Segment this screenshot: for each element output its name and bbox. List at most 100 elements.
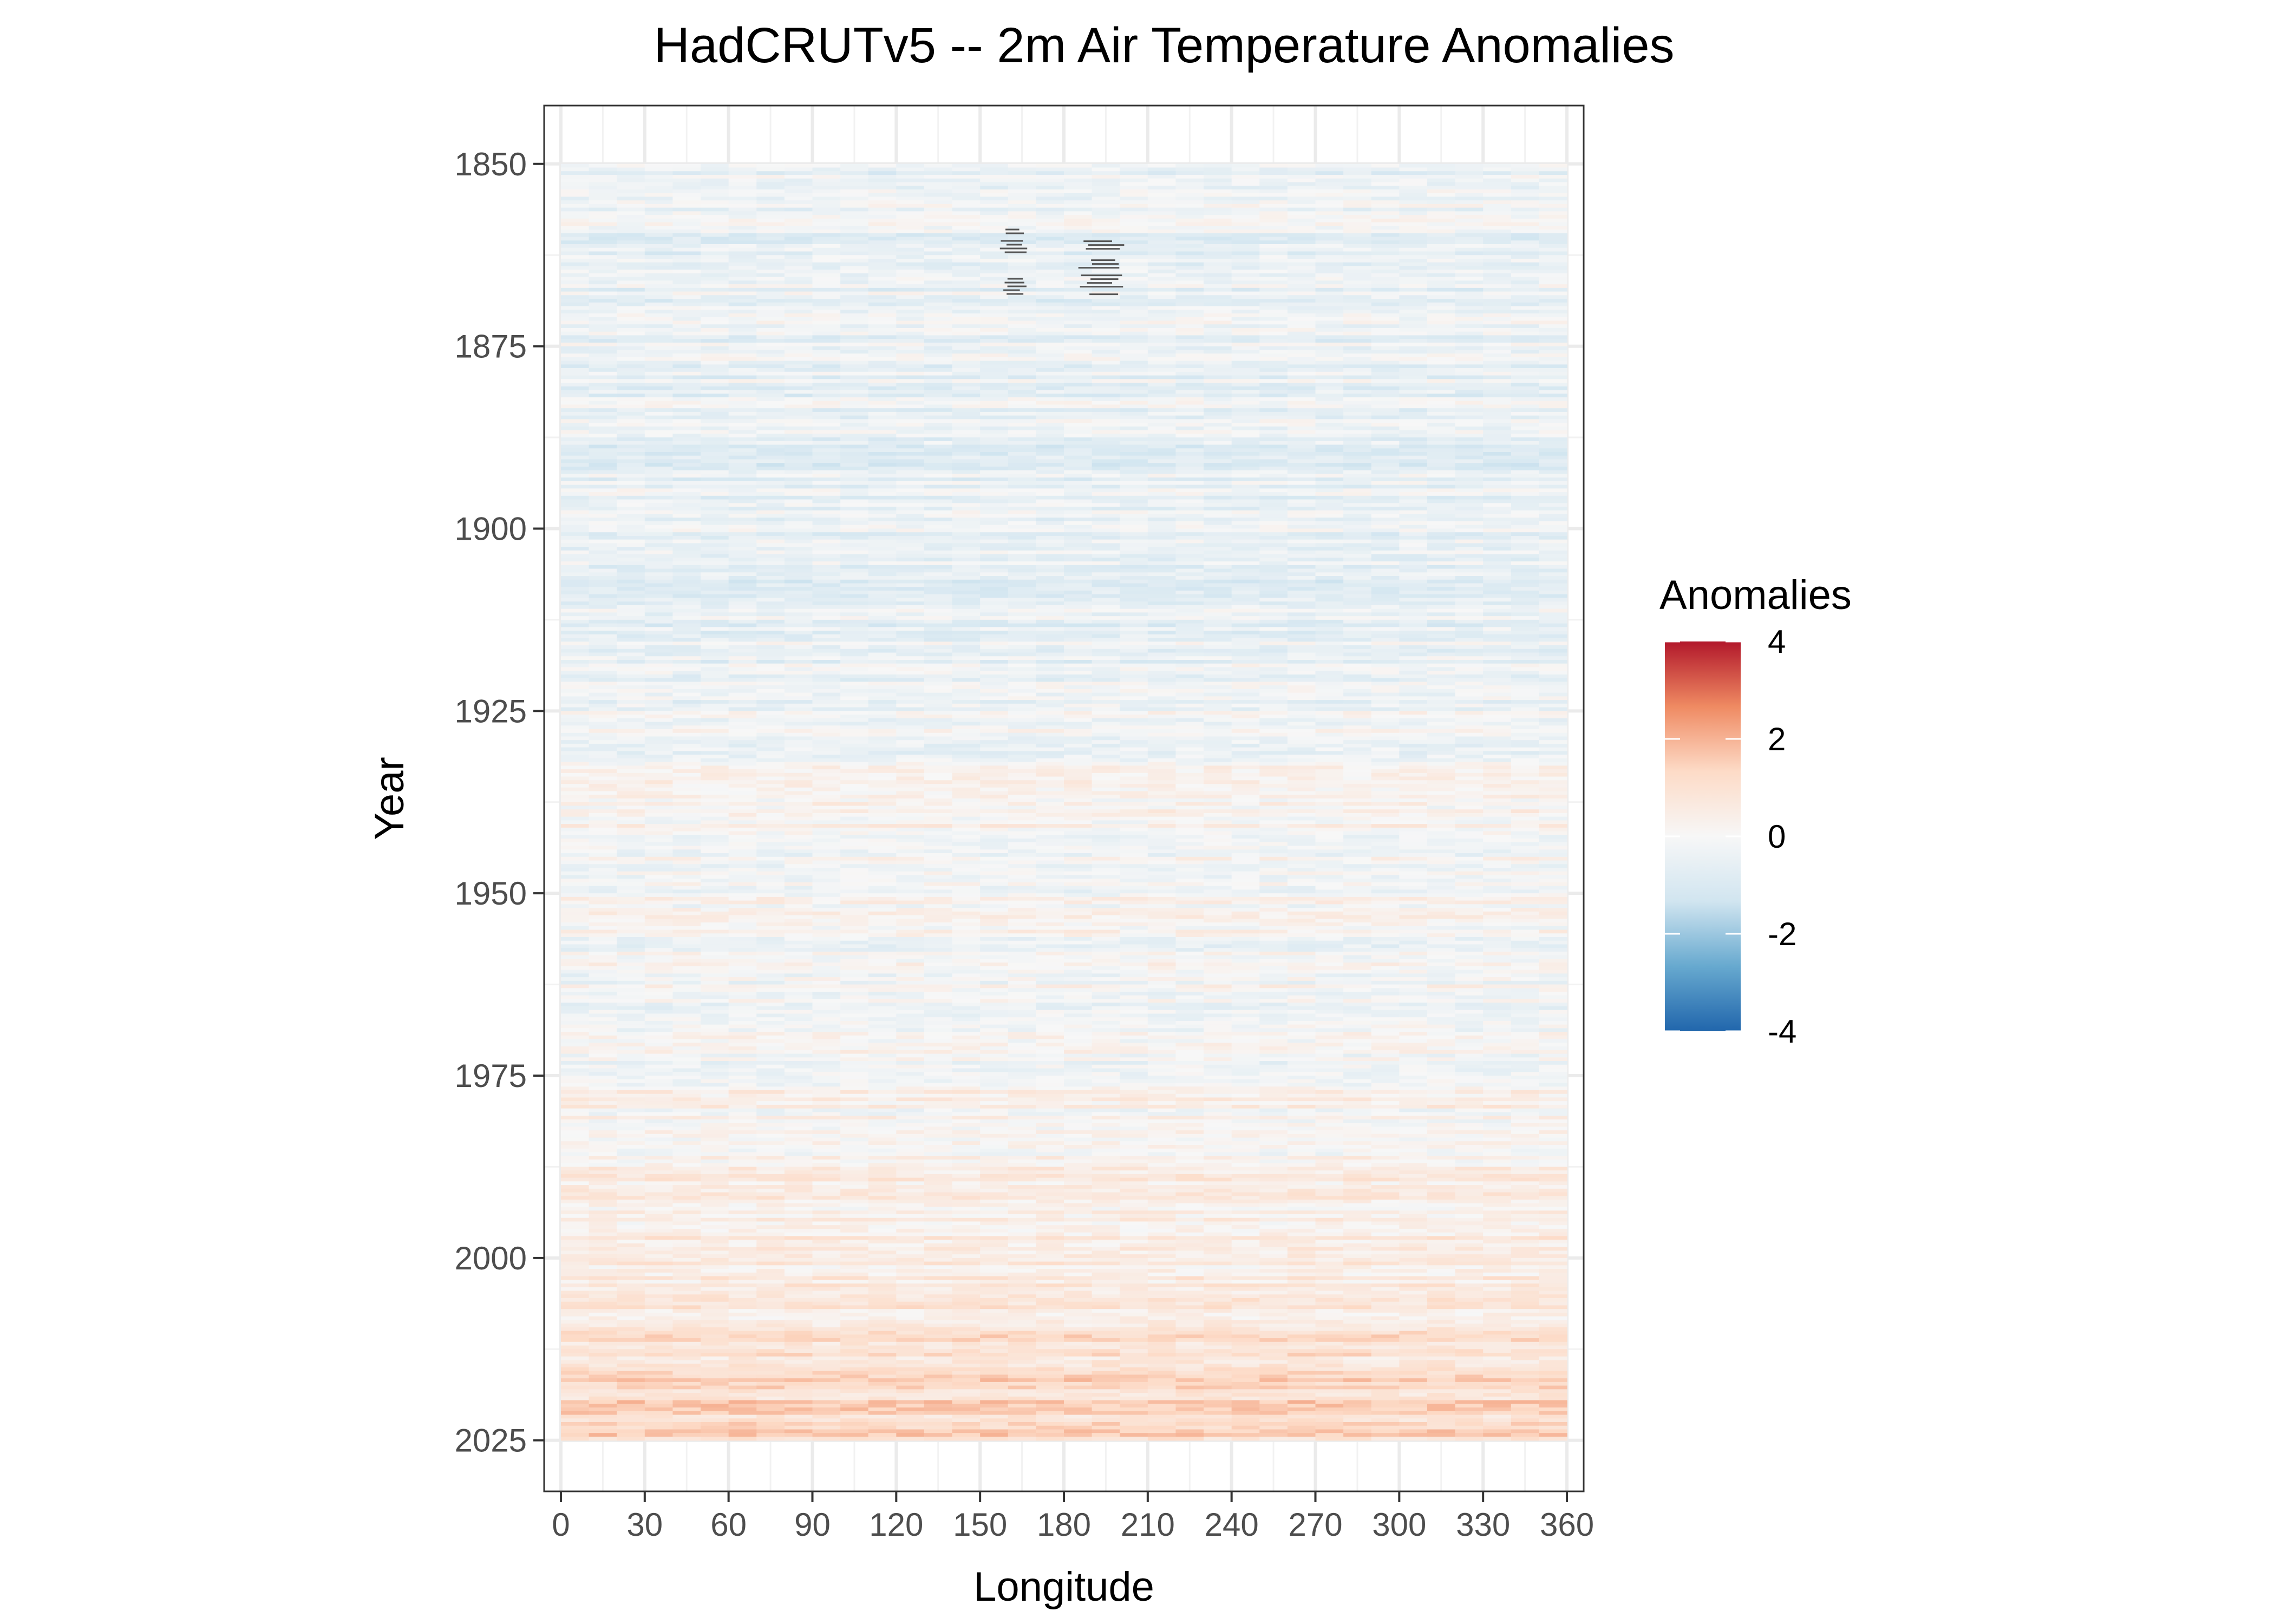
heatmap-cell bbox=[1483, 437, 1512, 442]
heatmap-cell bbox=[1231, 346, 1260, 350]
heatmap-cell bbox=[1175, 587, 1204, 591]
heatmap-cell bbox=[1427, 280, 1456, 285]
heatmap-cell bbox=[840, 652, 869, 657]
heatmap-cell bbox=[1231, 652, 1260, 657]
heatmap-cell bbox=[1259, 612, 1288, 617]
heatmap-cell bbox=[1231, 390, 1260, 394]
heatmap-cell bbox=[1371, 419, 1400, 423]
heatmap-cell bbox=[1120, 215, 1148, 219]
heatmap-cell bbox=[952, 171, 981, 175]
heatmap-cell bbox=[672, 247, 701, 252]
heatmap-cell bbox=[1064, 594, 1093, 599]
heatmap-cell bbox=[1427, 518, 1456, 522]
heatmap-cell bbox=[1259, 397, 1288, 402]
heatmap-cell bbox=[1315, 543, 1344, 547]
heatmap-cell bbox=[1120, 514, 1148, 518]
heatmap-cell bbox=[1064, 477, 1093, 482]
heatmap-cell bbox=[701, 437, 729, 442]
heatmap-cell bbox=[756, 649, 785, 653]
heatmap-cell bbox=[1399, 350, 1428, 354]
heatmap-cell bbox=[701, 444, 729, 449]
heatmap-cell bbox=[1092, 346, 1120, 350]
heatmap-cell bbox=[1483, 302, 1512, 307]
heatmap-cell bbox=[1427, 335, 1456, 339]
heatmap-cell bbox=[701, 287, 729, 292]
heatmap-cell bbox=[924, 619, 953, 624]
heatmap-cell bbox=[589, 521, 617, 526]
heatmap-cell bbox=[589, 558, 617, 562]
heatmap-cell bbox=[1399, 518, 1428, 522]
heatmap-cell bbox=[1008, 211, 1036, 215]
heatmap-cell bbox=[1092, 317, 1120, 322]
heatmap-cell bbox=[1231, 306, 1260, 310]
heatmap-cell bbox=[1175, 503, 1204, 507]
heatmap-cell bbox=[840, 193, 869, 198]
heatmap-cell bbox=[1092, 547, 1120, 551]
heatmap-cell bbox=[728, 419, 757, 423]
heatmap-cell bbox=[1483, 371, 1512, 376]
heatmap-cell bbox=[672, 375, 701, 379]
heatmap-cell bbox=[868, 470, 897, 475]
heatmap-cell bbox=[868, 441, 897, 446]
heatmap-cell bbox=[589, 430, 617, 434]
heatmap-cell bbox=[1175, 518, 1204, 522]
heatmap-cell bbox=[1008, 215, 1036, 219]
heatmap-cell bbox=[1231, 357, 1260, 362]
heatmap-cell bbox=[1343, 218, 1372, 223]
heatmap-cell bbox=[1371, 641, 1400, 646]
heatmap-cell bbox=[1147, 652, 1177, 657]
heatmap-cell bbox=[728, 167, 757, 172]
heatmap-cell bbox=[896, 492, 925, 496]
heatmap-cell bbox=[1120, 507, 1148, 511]
heatmap-cell bbox=[1483, 532, 1512, 536]
heatmap-cell bbox=[756, 273, 785, 278]
heatmap-cell bbox=[756, 434, 785, 438]
heatmap-cell bbox=[1427, 383, 1456, 387]
heatmap-cell bbox=[701, 572, 729, 577]
heatmap-cell bbox=[1036, 287, 1064, 292]
heatmap-cell bbox=[1511, 576, 1540, 580]
heatmap-cell bbox=[1064, 503, 1093, 507]
heatmap-cell bbox=[784, 339, 813, 343]
heatmap-cell bbox=[868, 215, 897, 219]
heatmap-cell bbox=[672, 401, 701, 405]
heatmap-cell bbox=[1371, 277, 1400, 281]
heatmap-cell bbox=[1427, 448, 1456, 453]
heatmap-cell bbox=[672, 510, 701, 515]
heatmap-cell bbox=[617, 186, 645, 190]
heatmap-cell bbox=[728, 558, 757, 562]
heatmap-cell bbox=[1399, 558, 1428, 562]
heatmap-cell bbox=[1287, 244, 1316, 248]
heatmap-cell bbox=[840, 287, 869, 292]
heatmap-cell bbox=[1343, 207, 1372, 212]
heatmap-cell bbox=[1315, 463, 1344, 467]
heatmap-cell bbox=[1511, 415, 1540, 420]
heatmap-cell bbox=[1511, 481, 1540, 486]
heatmap-cell bbox=[1120, 302, 1148, 307]
heatmap-cell bbox=[728, 383, 757, 387]
heatmap-cell bbox=[1539, 230, 1567, 234]
heatmap-cell bbox=[1259, 262, 1288, 267]
heatmap-cell bbox=[1231, 481, 1260, 486]
heatmap-cell bbox=[1036, 247, 1064, 252]
heatmap-cell bbox=[952, 277, 981, 281]
heatmap-cell bbox=[1204, 408, 1232, 412]
heatmap-cell bbox=[1399, 481, 1428, 486]
heatmap-cell bbox=[980, 368, 1009, 372]
heatmap-cell bbox=[756, 320, 785, 325]
heatmap-cell bbox=[672, 598, 701, 602]
heatmap-cell bbox=[560, 514, 590, 518]
heatmap-cell bbox=[1175, 324, 1204, 329]
heatmap-cell bbox=[924, 386, 953, 391]
heatmap-cell bbox=[672, 477, 701, 482]
heatmap-cell bbox=[924, 411, 953, 416]
heatmap-cell bbox=[840, 200, 869, 205]
heatmap-cell bbox=[560, 401, 590, 405]
heatmap-cell bbox=[1008, 317, 1036, 322]
heatmap-cell bbox=[784, 514, 813, 518]
heatmap-cell bbox=[672, 601, 701, 606]
heatmap-cell bbox=[1147, 379, 1177, 383]
heatmap-cell bbox=[1120, 331, 1148, 336]
heatmap-cell bbox=[980, 579, 1009, 584]
heatmap-cell bbox=[980, 193, 1009, 198]
